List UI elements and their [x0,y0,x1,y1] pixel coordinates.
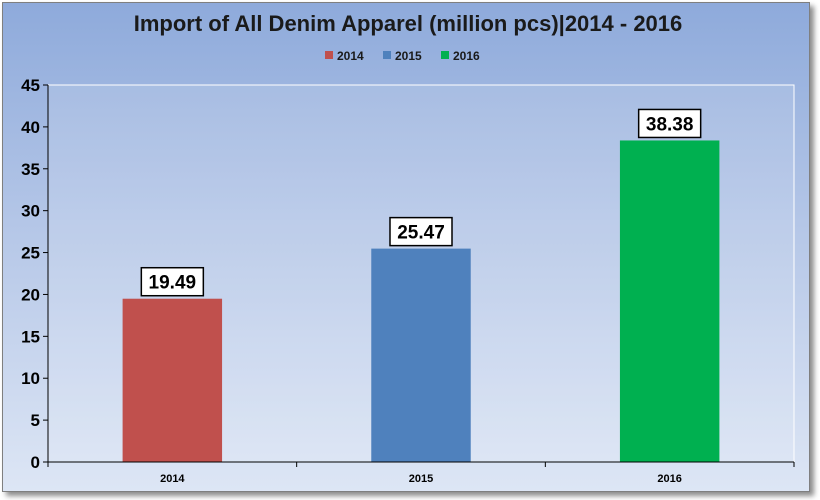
y-tick-label: 40 [21,118,40,137]
chart-frame: Import of All Denim Apparel (million pcs… [2,2,810,492]
y-tick-label: 20 [21,285,40,304]
chart-title: Import of All Denim Apparel (million pcs… [134,11,683,36]
legend-entry: 2015 [395,49,422,63]
x-tick-label: 2014 [160,473,185,485]
legend-swatch [441,51,449,59]
x-tick-label: 2016 [657,473,681,485]
data-label-box [637,108,702,139]
y-tick-label: 10 [21,369,40,388]
x-tick-label: 2015 [409,473,433,485]
y-tick-label: 0 [31,453,40,472]
data-label: 38.38 [646,114,694,135]
data-label: 19.49 [149,273,197,294]
legend-entry: 2014 [337,49,364,63]
y-tick-label: 35 [21,160,40,179]
legend: 2014 2015 2016 [325,49,480,63]
bar-chart: Import of All Denim Apparel (million pcs… [21,11,795,485]
y-tick-label: 5 [31,411,40,430]
bars: 19.49 25.47 38.38 [122,108,720,463]
legend-swatch [325,51,333,59]
y-tick-label: 45 [21,76,40,95]
y-tick-label: 15 [21,327,40,346]
y-tick-label: 30 [21,202,40,221]
legend-swatch [383,51,391,59]
data-label-box [140,266,205,297]
y-axis: 0 5 10 15 20 25 30 35 40 45 [21,76,49,472]
data-label: 25.47 [397,223,445,244]
y-tick-label: 25 [21,244,40,263]
bar-2015 [371,248,471,462]
bar-2016 [619,140,720,463]
bar-2014 [122,298,223,462]
x-axis: 2014 2015 2016 [47,461,795,485]
data-label-box [389,216,453,247]
legend-entry: 2016 [453,49,480,63]
